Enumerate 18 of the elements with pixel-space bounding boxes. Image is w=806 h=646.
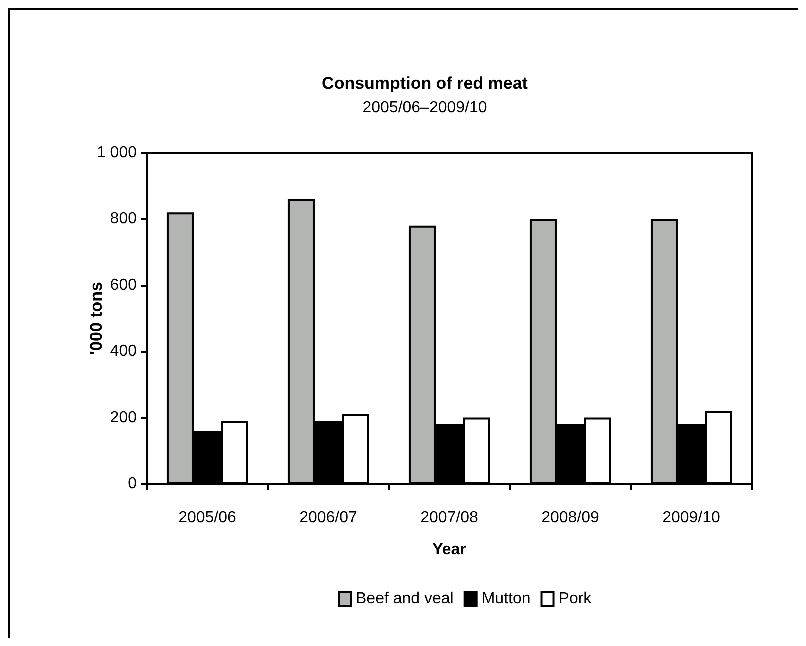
legend-label: Pork (558, 590, 593, 608)
legend-label: Beef and veal (356, 590, 454, 608)
legend-label: Mutton (482, 590, 531, 608)
y-tick-label: 0 (128, 476, 138, 492)
chart-subtitle: 2005/06–2009/10 (362, 100, 488, 116)
x-tick-label: 2005/06 (178, 510, 237, 526)
y-tick-label: 800 (110, 210, 138, 228)
y-tick-label: 1 000 (96, 144, 138, 162)
y-tick-label: 200 (110, 409, 138, 426)
x-tick-label: 2006/07 (300, 510, 358, 526)
y-axis-title: '000 tons (87, 282, 106, 356)
x-tick-label: 2008/09 (542, 510, 600, 526)
y-tick-label: 600 (110, 276, 138, 294)
chart-title: Consumption of red meat (322, 74, 528, 93)
x-tick-label: 2007/08 (420, 510, 479, 526)
x-tick-label: 2009/10 (662, 510, 721, 526)
y-tick-label: 400 (110, 343, 138, 360)
x-axis-title: Year (432, 542, 466, 558)
